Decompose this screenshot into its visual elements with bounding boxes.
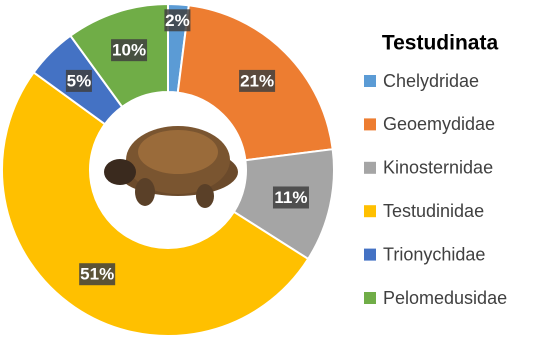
data-label: 5%	[67, 71, 92, 90]
data-label-bg	[164, 9, 191, 32]
legend-swatch	[364, 75, 376, 87]
legend-title: Testudinata	[382, 32, 499, 55]
data-label-bg	[239, 69, 276, 92]
slice	[1, 71, 310, 337]
data-label-bg	[272, 186, 309, 209]
legend-label: Kinosternidae	[383, 158, 493, 178]
legend-swatch	[364, 248, 376, 261]
data-label-bg	[111, 39, 148, 62]
data-label-bg	[79, 263, 116, 286]
data-labels: 2% 21% 11% 51% 5% 10%	[65, 9, 309, 286]
legend: Chelydridae Geoemydidae Kinosternidae Testu…	[364, 71, 507, 308]
legend-swatch	[364, 118, 376, 131]
turtle-image	[104, 126, 238, 208]
data-label: 10%	[112, 41, 146, 60]
data-label: 2%	[165, 11, 190, 30]
legend-swatch	[364, 161, 376, 174]
legend-label: Testudinidae	[383, 201, 484, 221]
data-label-bg	[65, 69, 92, 92]
data-label: 21%	[240, 71, 274, 90]
legend-label: Chelydridae	[383, 71, 479, 91]
data-label: 11%	[274, 188, 307, 207]
legend-swatch	[364, 205, 376, 218]
legend-label: Geoemydidae	[383, 114, 495, 134]
legend-label: Pelomedusidae	[383, 288, 507, 308]
data-label: 51%	[80, 265, 114, 284]
legend-label: Trionychidae	[383, 244, 485, 264]
legend-swatch	[364, 292, 376, 304]
